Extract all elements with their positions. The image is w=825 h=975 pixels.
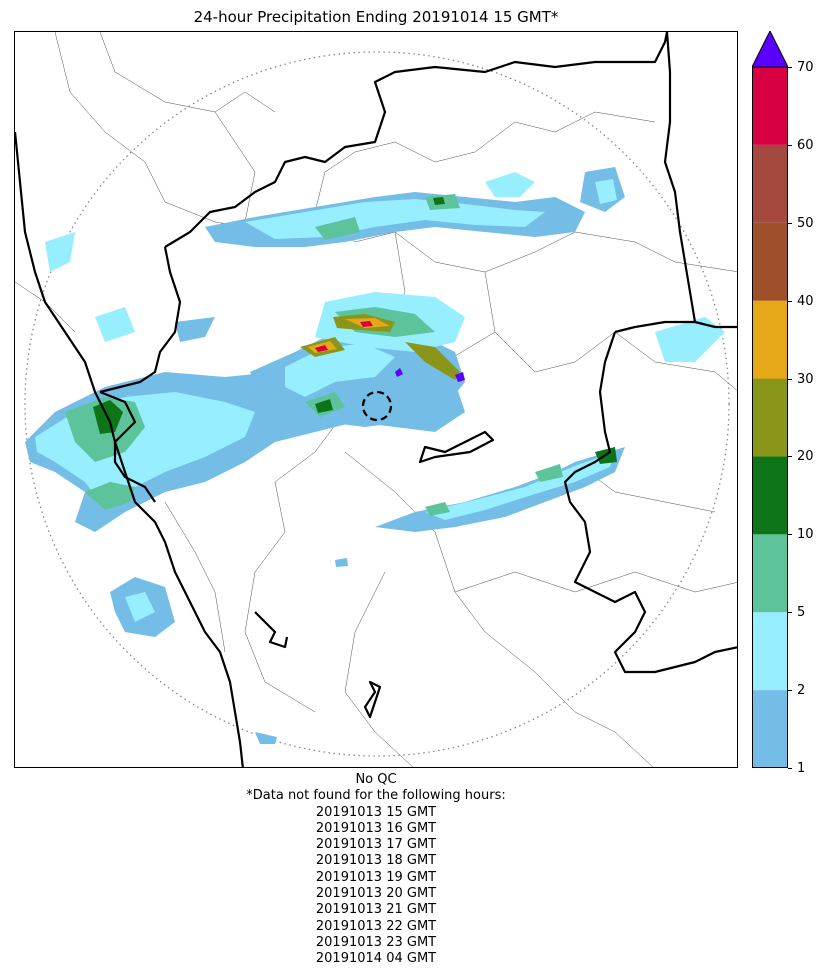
missing-data-note: *Data not found for the following hours:: [246, 788, 506, 804]
colorbar-over-arrow: [752, 31, 788, 68]
colorbar: [752, 31, 788, 768]
colorbar-tick-label: 20: [797, 449, 814, 465]
colorbar-tick-label: 70: [797, 60, 814, 75]
colorbar-tick-label: 30: [797, 371, 814, 387]
missing-hour: 20191013 23 GMT: [315, 934, 437, 950]
missing-hour: 20191013 22 GMT: [315, 918, 437, 934]
missing-hour: 20191013 21 GMT: [315, 902, 437, 918]
colorbar-segment: [752, 378, 788, 457]
colorbar-segment: [752, 534, 788, 613]
radar-range-ring: [24, 51, 730, 757]
missing-hour: 20191013 15 GMT: [315, 804, 437, 820]
radar-site-marker: [361, 390, 393, 422]
colorbar-segment: [752, 300, 788, 379]
colorbar-tick: [788, 456, 792, 458]
missing-hour: 20191014 04 GMT: [315, 951, 437, 967]
colorbar-segment: [752, 67, 788, 145]
colorbar-tick: [788, 612, 792, 614]
missing-hour: 20191013 20 GMT: [315, 886, 437, 902]
colorbar-tick: [788, 690, 792, 692]
colorbar-tick-label: 10: [797, 527, 814, 543]
colorbar-tick-label: 50: [797, 215, 814, 231]
colorbar-tick-label: 1: [797, 761, 806, 776]
colorbar-tick: [788, 144, 792, 146]
precipitation-map: [14, 31, 738, 768]
colorbar-tick: [788, 768, 792, 769]
colorbar-tick-label: 5: [797, 605, 806, 621]
missing-hour: 20191013 19 GMT: [315, 869, 437, 885]
footer: No QC *Data not found for the following …: [14, 772, 738, 968]
colorbar-frame: [752, 66, 788, 768]
colorbar-tick: [788, 300, 792, 302]
colorbar-tick: [788, 222, 792, 224]
state-borders: [15, 32, 737, 767]
colorbar-segment: [752, 222, 788, 301]
colorbar-segment: [752, 612, 788, 691]
map-canvas: [15, 32, 737, 767]
missing-hour: 20191013 18 GMT: [315, 853, 437, 869]
colorbar-tick-label: 60: [797, 137, 814, 153]
colorbar-tick: [788, 67, 792, 68]
missing-hour: 20191013 17 GMT: [315, 837, 437, 853]
coastline: [15, 131, 244, 767]
colorbar-tick: [788, 534, 792, 536]
qc-status: No QC: [355, 772, 397, 787]
precipitation-field: [25, 167, 725, 744]
colorbar-segment: [752, 144, 788, 223]
missing-hour: 20191013 16 GMT: [315, 820, 437, 836]
colorbar-tick-label: 40: [797, 293, 814, 309]
colorbar-tick: [788, 378, 792, 380]
map-title: 24-hour Precipitation Ending 20191014 15…: [193, 8, 559, 26]
colorbar-segment: [752, 690, 788, 768]
colorbar-tick-label: 2: [797, 683, 806, 699]
colorbar-segment: [752, 456, 788, 535]
